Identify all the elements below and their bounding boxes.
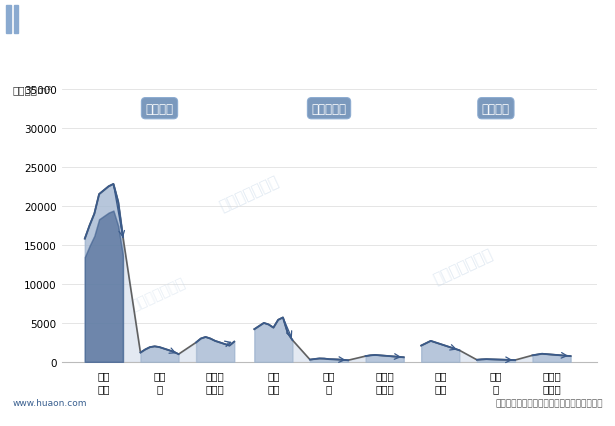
Text: 专业严谨●客观科学: 专业严谨●客观科学 bbox=[547, 15, 603, 25]
Text: 施工面积: 施工面积 bbox=[146, 102, 173, 115]
Text: 竣工面积: 竣工面积 bbox=[482, 102, 510, 115]
Text: 新开工面积: 新开工面积 bbox=[312, 102, 346, 115]
Text: www.huaon.com: www.huaon.com bbox=[12, 398, 87, 407]
Text: 2016-2024年1-11月陕西省房地产施工面积情况: 2016-2024年1-11月陕西省房地产施工面积情况 bbox=[172, 51, 443, 66]
Bar bbox=[14, 6, 18, 35]
Text: 华经产业研究院: 华经产业研究院 bbox=[430, 246, 495, 287]
Text: 数据来源：国家统计局，华经产业研究院整理: 数据来源：国家统计局，华经产业研究院整理 bbox=[495, 398, 603, 407]
Bar bbox=[6, 6, 11, 35]
Text: 单位：万m²: 单位：万m² bbox=[12, 85, 52, 95]
Text: 华经产业研究院: 华经产业研究院 bbox=[216, 173, 281, 213]
Text: 华经情报网: 华经情报网 bbox=[25, 15, 56, 25]
Text: 华经产业研究院: 华经产业研究院 bbox=[129, 275, 188, 313]
